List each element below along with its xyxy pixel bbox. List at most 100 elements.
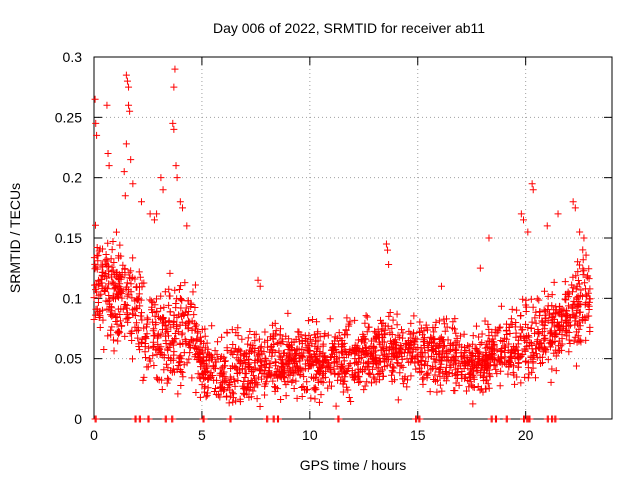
data-point [375, 331, 383, 339]
data-point [177, 352, 185, 360]
data-point [388, 377, 396, 385]
data-point [561, 278, 569, 286]
data-point [561, 328, 569, 336]
data-point [547, 340, 555, 348]
data-point [430, 328, 438, 336]
data-point [295, 367, 303, 375]
data-point [211, 347, 219, 355]
data-point [334, 371, 342, 379]
data-point [253, 395, 261, 403]
data-point [309, 316, 317, 324]
data-point [129, 310, 137, 318]
data-point [97, 290, 105, 298]
data-point [407, 372, 415, 380]
data-point [337, 360, 345, 368]
data-point [171, 65, 179, 73]
data-point [311, 342, 319, 350]
data-point [476, 341, 484, 349]
data-point [145, 344, 153, 352]
data-point [448, 353, 456, 361]
data-point [280, 349, 288, 357]
data-point [109, 237, 117, 245]
data-point [581, 279, 589, 287]
data-point [133, 319, 141, 327]
data-point [420, 337, 428, 345]
data-point [102, 284, 110, 292]
data-point [378, 320, 386, 328]
data-point [520, 333, 528, 341]
axis-ticks: 0 0.05 0.1 0.15 0.2 0.25 0.3 0 5 10 15 20 [55, 49, 612, 443]
data-point [464, 342, 472, 350]
data-point [324, 331, 332, 339]
data-point [200, 353, 208, 361]
data-point [571, 321, 579, 329]
data-point [478, 339, 486, 347]
data-point [486, 355, 494, 363]
data-point [488, 328, 496, 336]
data-point [403, 355, 411, 363]
data-point [365, 370, 373, 378]
data-point [335, 415, 343, 423]
data-point [519, 326, 527, 334]
data-point [575, 300, 583, 308]
data-point [481, 317, 489, 325]
data-point [476, 369, 484, 377]
data-point [202, 364, 210, 372]
data-point [270, 340, 278, 348]
data-point [410, 312, 418, 320]
data-point [490, 341, 498, 349]
data-point [379, 346, 387, 354]
data-point [540, 306, 548, 314]
data-point [550, 278, 558, 286]
data-point [240, 377, 248, 385]
data-point [440, 315, 448, 323]
data-point [292, 335, 300, 343]
data-point [517, 210, 525, 218]
data-point [420, 344, 428, 352]
data-point [331, 337, 339, 345]
y-tick-label: 0.3 [63, 49, 83, 65]
data-point [226, 380, 234, 388]
data-point [380, 330, 388, 338]
data-point [469, 332, 477, 340]
data-point [228, 326, 236, 334]
data-point [131, 305, 139, 313]
data-point [574, 268, 582, 276]
data-point [548, 291, 556, 299]
data-point [318, 364, 326, 372]
data-point [384, 246, 392, 254]
data-point [255, 373, 263, 381]
data-point [371, 327, 379, 335]
data-point [290, 385, 298, 393]
data-point [497, 336, 505, 344]
data-point [135, 268, 143, 276]
data-point [438, 387, 446, 395]
data-point [478, 330, 486, 338]
data-point [177, 295, 185, 303]
data-point [191, 344, 199, 352]
data-points [90, 65, 594, 423]
data-point [172, 162, 180, 170]
data-point [137, 198, 145, 206]
data-point [227, 375, 235, 383]
data-point [464, 362, 472, 370]
data-point [368, 365, 376, 373]
data-point [576, 308, 584, 316]
data-point [519, 295, 527, 303]
data-point [121, 300, 129, 308]
data-point [165, 317, 173, 325]
data-point [261, 338, 269, 346]
data-point [127, 267, 135, 275]
data-point [332, 402, 340, 410]
data-point [161, 332, 169, 340]
data-point [571, 314, 579, 322]
data-point [116, 241, 124, 249]
data-point [172, 304, 180, 312]
data-point [218, 384, 226, 392]
data-point [541, 334, 549, 342]
data-point [96, 245, 104, 253]
data-point [123, 304, 131, 312]
data-point [554, 342, 562, 350]
data-point [448, 324, 456, 332]
data-point [229, 394, 237, 402]
